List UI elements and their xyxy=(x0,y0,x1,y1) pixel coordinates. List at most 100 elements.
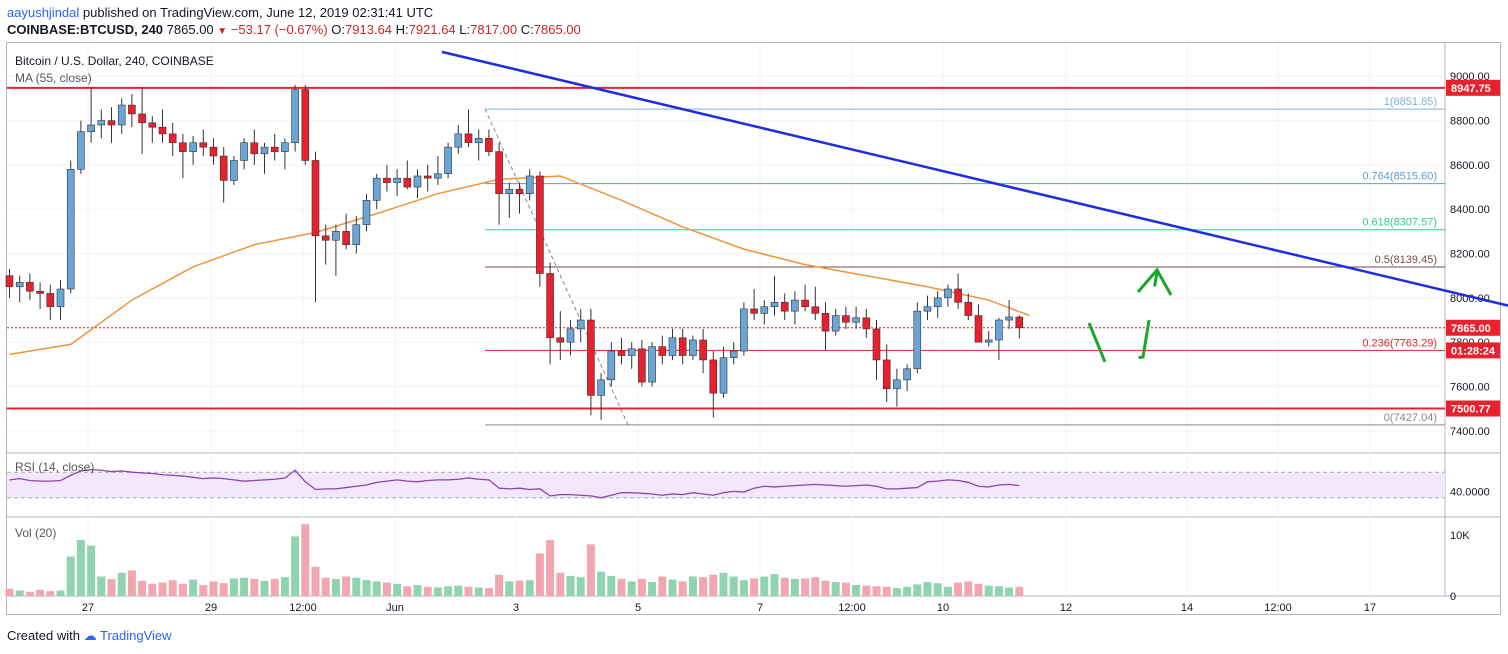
candle xyxy=(933,297,942,308)
x-tick-label: 12:00 xyxy=(289,602,317,614)
candle xyxy=(689,339,697,356)
price-badge-label: 7500.77 xyxy=(1451,404,1491,416)
volume-bar xyxy=(780,577,789,596)
volume-bar xyxy=(250,578,259,596)
x-tick-label: 10 xyxy=(937,602,949,614)
x-tick-label: 12:00 xyxy=(838,602,866,614)
volume-bar xyxy=(841,582,850,596)
volume-bar xyxy=(607,575,616,596)
volume-bar xyxy=(913,584,922,596)
volume-bar xyxy=(627,581,636,596)
candle xyxy=(760,306,769,314)
volume-bar xyxy=(658,576,667,596)
symbol-label: COINBASE:BTCUSD, 240 xyxy=(7,22,164,37)
volume-bar xyxy=(352,577,361,596)
close-label: C: xyxy=(520,22,534,37)
pane-title: Bitcoin / U.S. Dollar, 240, COINBASE xyxy=(15,54,214,68)
volume-bar xyxy=(648,582,657,596)
volume-bar xyxy=(107,578,116,596)
candle xyxy=(831,315,840,332)
high-value: 7921.64 xyxy=(408,22,456,37)
volume-bar xyxy=(87,545,96,596)
chart-frame xyxy=(6,42,1501,615)
candle xyxy=(791,299,799,312)
volume-bar xyxy=(15,590,24,596)
candle xyxy=(801,299,809,308)
volume-bar xyxy=(862,585,871,596)
volume-bar xyxy=(280,577,289,596)
volume-bar xyxy=(892,588,901,596)
candle xyxy=(362,200,371,226)
tradingview-link[interactable]: TradingView xyxy=(100,628,172,643)
candle xyxy=(56,288,65,308)
volume-bar xyxy=(760,576,769,596)
fib-level-label: 0.618(8307.57) xyxy=(1362,217,1437,229)
rsi-band xyxy=(7,472,1445,498)
candle xyxy=(260,146,269,155)
candle xyxy=(240,142,248,161)
volume-bar xyxy=(484,588,493,596)
open-label: O: xyxy=(331,22,346,37)
candle xyxy=(393,177,401,183)
candle xyxy=(566,328,575,343)
volume-bar xyxy=(168,580,177,596)
volume-bar xyxy=(831,582,840,596)
candle xyxy=(974,315,983,343)
volume-bar xyxy=(964,581,973,596)
volume-bar xyxy=(76,540,85,596)
volume-bar xyxy=(576,577,585,596)
volume-bar xyxy=(342,576,351,596)
candle xyxy=(597,379,605,396)
volume-tick-label: 10K xyxy=(1450,530,1470,542)
volume-bar xyxy=(668,579,677,596)
x-tick-label: 12 xyxy=(1060,602,1072,614)
candle xyxy=(913,310,922,370)
price-tick-label: 8400.00 xyxy=(1450,204,1490,216)
trendline xyxy=(441,50,1508,307)
volume-bar xyxy=(1015,586,1024,596)
publish-text: published on TradingView.com, June 12, 2… xyxy=(82,5,434,20)
candle xyxy=(842,315,850,323)
candle xyxy=(627,348,636,356)
volume-bar xyxy=(535,553,544,596)
candle xyxy=(995,319,1003,341)
volume-bar xyxy=(464,586,473,596)
candle xyxy=(36,290,44,294)
author-link[interactable]: aayushjindal xyxy=(7,5,80,20)
fib-level-label: 0.5(8139.45) xyxy=(1375,254,1437,266)
candle xyxy=(740,308,748,352)
volume-bar xyxy=(882,586,891,596)
volume-bar xyxy=(178,583,187,596)
volume-bar xyxy=(301,524,310,596)
x-tick-label: Jun xyxy=(386,602,404,614)
down-arrow-icon: ▼ xyxy=(217,26,228,37)
candle xyxy=(199,142,208,148)
price-badge xyxy=(1446,319,1500,336)
volume-bar xyxy=(382,582,391,596)
high-label: H: xyxy=(395,22,409,37)
candle xyxy=(964,301,973,316)
volume-bar xyxy=(240,577,249,596)
candle xyxy=(576,319,585,330)
volume-bar xyxy=(719,572,728,596)
candle xyxy=(750,308,758,314)
candle xyxy=(321,235,330,241)
candle xyxy=(485,137,493,152)
candle xyxy=(138,113,146,124)
volume-bar xyxy=(994,586,1003,596)
candle xyxy=(301,89,310,161)
price-badge xyxy=(1446,79,1500,96)
volume-bar xyxy=(138,580,147,596)
candle xyxy=(87,124,95,132)
volume-bar xyxy=(433,587,442,596)
volume-bar xyxy=(566,575,575,596)
volume-bar xyxy=(413,585,422,596)
candle xyxy=(821,313,830,332)
volume-bar xyxy=(933,583,942,596)
candle xyxy=(954,288,962,303)
volume-bar xyxy=(158,582,167,596)
volume-bar xyxy=(943,586,952,596)
volume-bar xyxy=(974,583,983,596)
volume-bar xyxy=(597,571,606,596)
